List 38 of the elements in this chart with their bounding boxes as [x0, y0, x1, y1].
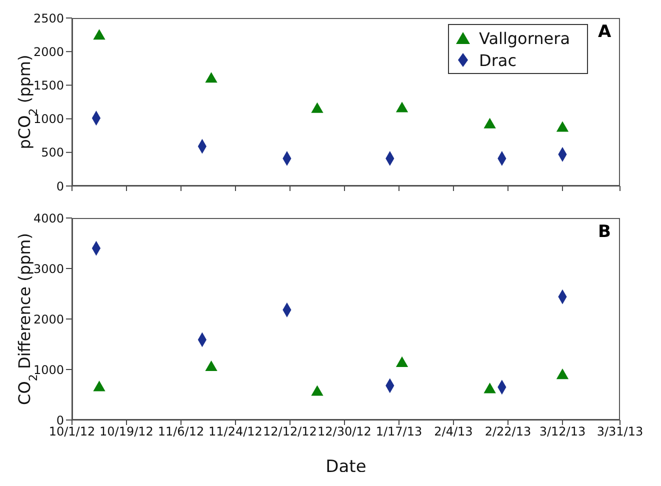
y-tick-label: 1500	[33, 78, 64, 92]
annotation: B	[598, 222, 611, 242]
point	[484, 118, 496, 128]
point	[93, 29, 106, 40]
x-tick-label: 1/17/13	[376, 424, 422, 439]
x-tick-label: 10/19/12	[100, 424, 154, 439]
x-tick-label: 12/12/12	[263, 424, 317, 439]
x-tick-label: 2/4/13	[434, 424, 473, 439]
point	[311, 385, 324, 396]
annotation: A	[598, 22, 612, 42]
y-tick-label: 500	[41, 146, 64, 160]
point	[205, 360, 218, 371]
y-tick-label: 0	[56, 413, 64, 428]
x-tick-label: 3/31/13	[596, 424, 644, 439]
point	[556, 121, 569, 132]
y-tick-label: 2000	[33, 44, 64, 59]
x-tick-label: 3/12/13	[539, 424, 586, 439]
point	[311, 102, 324, 113]
point	[205, 72, 218, 83]
y-tick-label: 3000	[33, 262, 64, 276]
point	[396, 356, 408, 367]
point	[484, 382, 496, 394]
y-tick-label: 2000	[33, 312, 64, 326]
x-tick-label: 10/1/12	[48, 424, 96, 439]
x-tick-label: 11/6/12	[158, 424, 204, 439]
x-tick-label: 11/24/12	[208, 424, 262, 439]
point	[93, 380, 106, 392]
legend-label: Vallgornera	[479, 28, 570, 48]
y-tick-label: 4000	[33, 211, 64, 226]
x-axis-title: Date	[326, 457, 366, 477]
y-tick-label: 0	[56, 179, 64, 194]
legend-label: Drac	[479, 50, 516, 70]
x-tick-label: 12/30/12	[318, 424, 372, 439]
y-tick-label: 2500	[33, 11, 64, 26]
x-tick-label: 2/22/13	[484, 424, 532, 439]
point	[556, 368, 569, 380]
y-tick-label: 1000	[33, 362, 64, 377]
point	[396, 102, 408, 112]
